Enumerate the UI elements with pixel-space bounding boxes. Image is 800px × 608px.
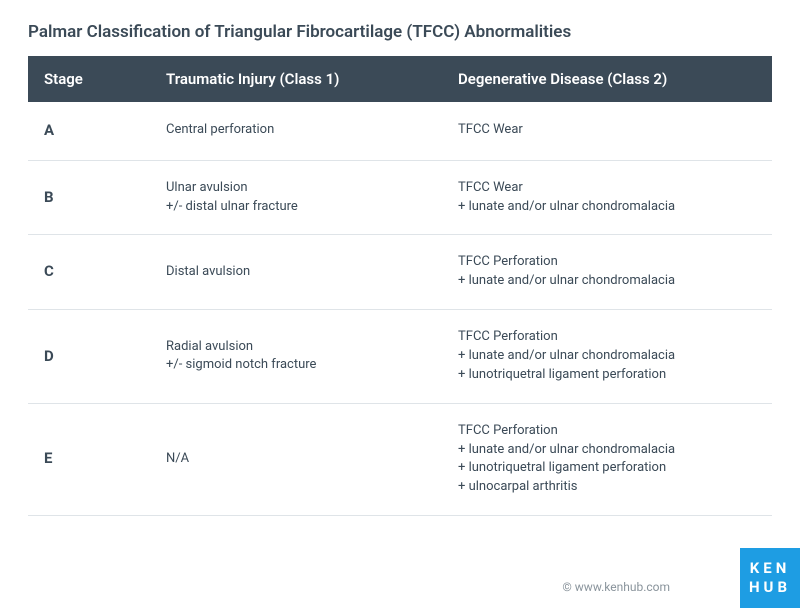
- col-header-class1: Traumatic Injury (Class 1): [150, 56, 442, 102]
- cell-stage: C: [28, 235, 150, 310]
- cell-class2: TFCC Wear: [442, 102, 772, 160]
- cell-class2: TFCC Perforation + lunate and/or ulnar c…: [442, 235, 772, 310]
- cell-class1: N/A: [150, 403, 442, 515]
- col-header-stage: Stage: [28, 56, 150, 102]
- table-row: A Central perforation TFCC Wear: [28, 102, 772, 160]
- cell-stage: A: [28, 102, 150, 160]
- cell-class1: Ulnar avulsion +/- distal ulnar fracture: [150, 160, 442, 235]
- table-header-row: Stage Traumatic Injury (Class 1) Degener…: [28, 56, 772, 102]
- table-row: B Ulnar avulsion +/- distal ulnar fractu…: [28, 160, 772, 235]
- cell-class2: TFCC Perforation + lunate and/or ulnar c…: [442, 403, 772, 515]
- table-row: C Distal avulsion TFCC Perforation + lun…: [28, 235, 772, 310]
- cell-class1: Distal avulsion: [150, 235, 442, 310]
- cell-stage: E: [28, 403, 150, 515]
- table-row: E N/A TFCC Perforation + lunate and/or u…: [28, 403, 772, 515]
- kenhub-logo: KEN HUB: [740, 548, 800, 608]
- classification-table: Stage Traumatic Injury (Class 1) Degener…: [28, 56, 772, 516]
- cell-class2: TFCC Wear + lunate and/or ulnar chondrom…: [442, 160, 772, 235]
- cell-class1: Central perforation: [150, 102, 442, 160]
- cell-stage: D: [28, 310, 150, 404]
- col-header-class2: Degenerative Disease (Class 2): [442, 56, 772, 102]
- logo-line2: HUB: [749, 578, 791, 597]
- logo-line1: KEN: [750, 559, 791, 578]
- cell-class1: Radial avulsion +/- sigmoid notch fractu…: [150, 310, 442, 404]
- cell-stage: B: [28, 160, 150, 235]
- page-title: Palmar Classification of Triangular Fibr…: [28, 22, 772, 42]
- copyright-text: © www.kenhub.com: [562, 580, 670, 594]
- table-row: D Radial avulsion +/- sigmoid notch frac…: [28, 310, 772, 404]
- cell-class2: TFCC Perforation + lunate and/or ulnar c…: [442, 310, 772, 404]
